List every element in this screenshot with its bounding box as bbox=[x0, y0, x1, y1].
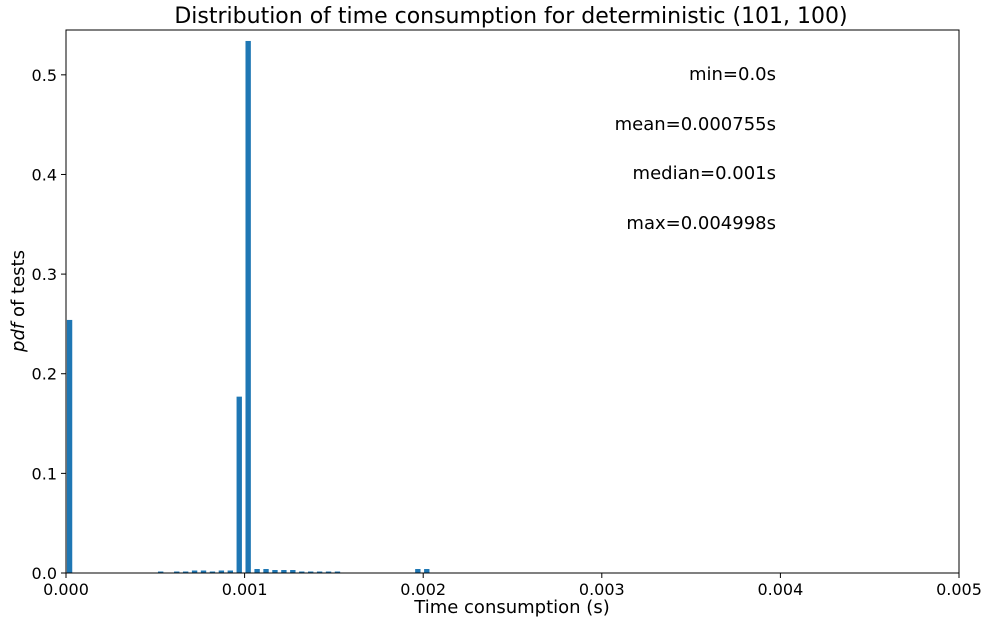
x-axis-title: Time consumption (s) bbox=[413, 597, 609, 618]
x-axis-ticks: 0.000 0.001 0.002 0.003 0.004 0.005 bbox=[43, 573, 982, 599]
chart-title: Distribution of time consumption for det… bbox=[174, 4, 847, 29]
y-tick-label: 0.3 bbox=[32, 265, 57, 284]
histogram-bar bbox=[290, 570, 296, 573]
histogram-bar bbox=[236, 396, 242, 573]
histogram-bar bbox=[424, 569, 430, 573]
histogram-bar bbox=[325, 571, 332, 573]
x-tick-label: 0.003 bbox=[579, 580, 625, 599]
y-tick-label: 0.5 bbox=[32, 66, 57, 85]
x-tick-label: 0.004 bbox=[757, 580, 803, 599]
histogram-bar bbox=[316, 571, 323, 573]
y-tick-label: 0.1 bbox=[32, 464, 57, 483]
y-tick-label: 0.4 bbox=[32, 165, 57, 184]
histogram-bar bbox=[182, 571, 189, 573]
plot-frame bbox=[65, 29, 960, 574]
histogram-bar bbox=[209, 571, 216, 573]
histogram-bar bbox=[245, 40, 251, 573]
bar-group bbox=[66, 40, 430, 573]
y-axis-title-italic: pdf bbox=[8, 320, 29, 353]
stat-mean: mean=0.000755s bbox=[615, 114, 776, 135]
histogram-bar bbox=[157, 571, 164, 573]
histogram-bar bbox=[254, 569, 260, 573]
y-axis-title: pdf of tests bbox=[8, 250, 29, 353]
histogram-bar bbox=[299, 571, 305, 573]
histogram-bar bbox=[415, 569, 421, 573]
histogram-bar bbox=[308, 571, 314, 573]
y-axis-ticks: 0.0 0.1 0.2 0.3 0.4 0.5 bbox=[32, 66, 66, 583]
histogram-bar bbox=[66, 319, 73, 573]
x-tick-label: 0.000 bbox=[43, 580, 89, 599]
y-tick-label: 0.0 bbox=[32, 564, 57, 583]
stat-median: median=0.001s bbox=[633, 163, 776, 184]
y-tick-label: 0.2 bbox=[32, 365, 57, 384]
stat-max: max=0.004998s bbox=[626, 213, 776, 234]
histogram-bar bbox=[334, 571, 341, 573]
histogram-bar bbox=[191, 570, 198, 573]
histogram-bar bbox=[200, 570, 207, 573]
histogram-bar bbox=[218, 570, 225, 573]
histogram-bar bbox=[281, 570, 287, 573]
histogram-bar bbox=[263, 569, 269, 573]
stat-min: min=0.0s bbox=[689, 64, 776, 85]
x-tick-label: 0.001 bbox=[222, 580, 268, 599]
histogram-bar bbox=[272, 570, 278, 573]
stats-annotations: min=0.0s mean=0.000755s median=0.001s ma… bbox=[615, 64, 776, 234]
x-tick-label: 0.005 bbox=[936, 580, 982, 599]
histogram-bar bbox=[227, 570, 233, 573]
x-tick-label: 0.002 bbox=[400, 580, 446, 599]
histogram-bar bbox=[174, 571, 180, 573]
y-axis-title-rest: of tests bbox=[8, 250, 29, 323]
